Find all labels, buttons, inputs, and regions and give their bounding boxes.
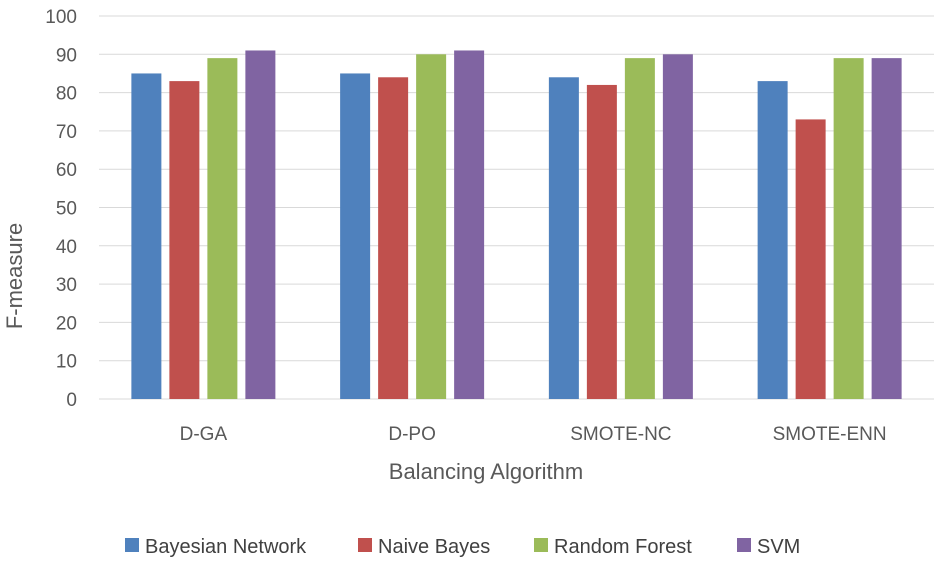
bar (624, 58, 655, 399)
y-tick-label: 10 (56, 352, 77, 373)
bar (795, 119, 826, 399)
x-tick-label: D-PO (388, 424, 436, 445)
y-axis-title: F-measure (2, 223, 27, 329)
y-tick-label: 50 (56, 199, 77, 220)
bar (340, 73, 371, 399)
y-tick-label: 0 (66, 390, 77, 411)
x-tick-label: SMOTE-ENN (773, 424, 887, 445)
legend-swatch (737, 538, 751, 552)
legend-label: Random Forest (554, 536, 692, 558)
y-tick-label: 40 (56, 237, 77, 258)
y-tick-label: 20 (56, 313, 77, 334)
x-axis-ticks: D-GA D-PO SMOTE-NC SMOTE-ENN (180, 424, 887, 445)
y-tick-label: 70 (56, 122, 77, 143)
bar (169, 81, 200, 400)
y-tick-label: 30 (56, 275, 77, 296)
legend-swatch (125, 538, 139, 552)
bar (131, 73, 162, 399)
bars (131, 50, 902, 400)
y-tick-label: 90 (56, 45, 77, 66)
legend-label: Bayesian Network (145, 536, 307, 558)
x-axis-title: Balancing Algorithm (389, 459, 583, 484)
y-tick-label: 60 (56, 160, 77, 181)
bar (416, 54, 447, 400)
legend-label: SVM (757, 536, 800, 558)
legend-swatch (534, 538, 548, 552)
bar (245, 50, 276, 399)
legend-label: Naive Bayes (378, 536, 490, 558)
y-tick-label: 80 (56, 84, 77, 105)
gridlines (99, 15, 934, 400)
bar (586, 84, 617, 399)
y-axis-ticks: 0 10 20 30 40 50 60 70 80 90 100 (45, 7, 77, 411)
bar (378, 77, 409, 399)
y-tick-label: 100 (45, 7, 77, 28)
x-tick-label: D-GA (180, 424, 228, 445)
bar (207, 58, 238, 399)
bar (548, 77, 579, 399)
bar (662, 54, 693, 400)
legend: Bayesian Network Naive Bayes Random Forest… (125, 536, 800, 558)
bar (833, 58, 864, 399)
x-tick-label: SMOTE-NC (570, 424, 671, 445)
bar (871, 58, 902, 399)
bar (454, 50, 485, 399)
legend-swatch (358, 538, 372, 552)
bar (757, 81, 788, 400)
